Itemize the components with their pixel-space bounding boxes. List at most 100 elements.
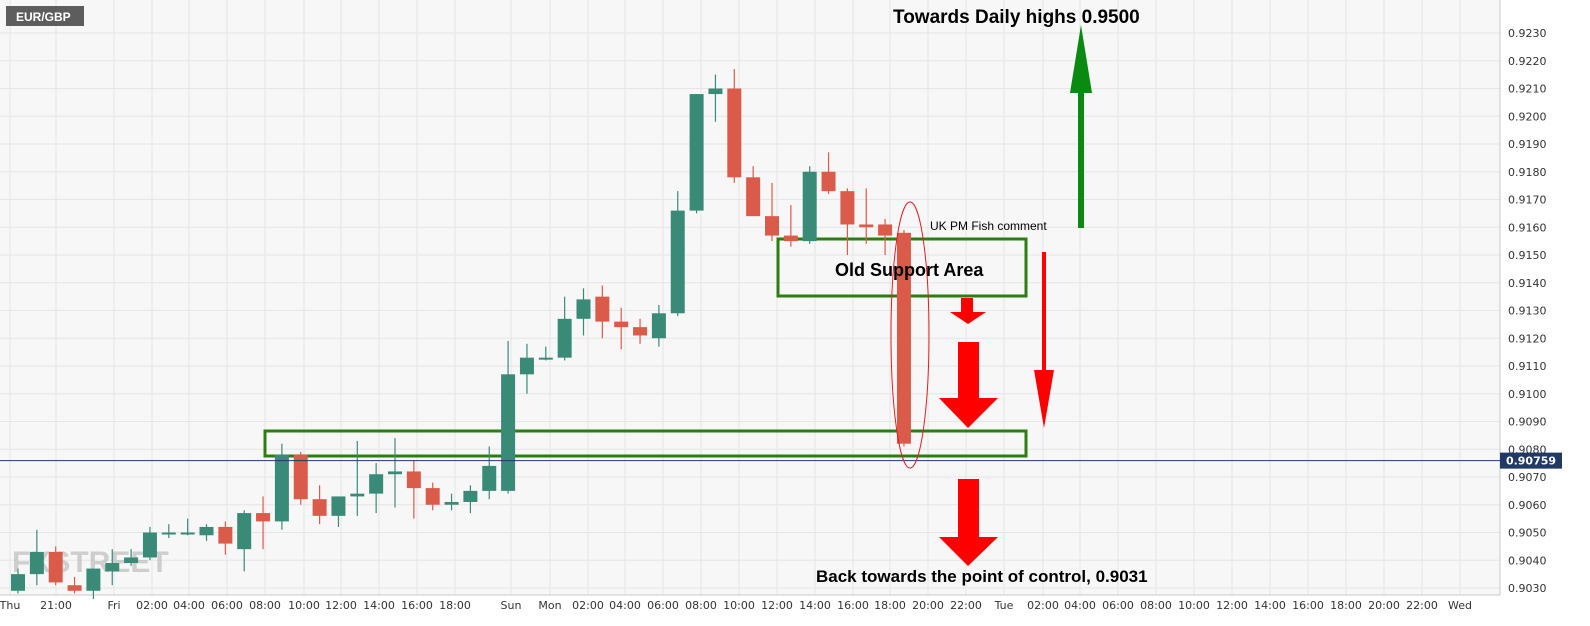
x-tick-label: 04:00 — [609, 599, 641, 612]
x-tick-label: 16:00 — [837, 599, 869, 612]
x-tick-label: 12:00 — [1216, 599, 1248, 612]
candle-body-down — [783, 235, 798, 242]
green-up-arrow — [1070, 25, 1092, 228]
candle-body-down — [293, 454, 308, 500]
candle-body-down — [840, 191, 855, 225]
y-tick-label: 0.9180 — [1508, 166, 1547, 179]
candle-body-up — [670, 210, 685, 314]
candle-body-down — [859, 224, 874, 228]
x-tick-label: Fri — [107, 599, 120, 612]
candle-body-up — [576, 299, 591, 319]
candle-body-up — [689, 94, 704, 211]
x-tick-label: 18:00 — [439, 599, 471, 612]
y-tick-label: 0.9110 — [1508, 360, 1547, 373]
candle-body-up — [519, 357, 534, 375]
candle-body-down — [406, 471, 421, 489]
x-tick-label: 16:00 — [401, 599, 433, 612]
candle-body-down — [595, 296, 610, 322]
candle-body-up — [29, 551, 44, 575]
candle-body-up — [274, 454, 289, 522]
x-tick-label: Tue — [994, 599, 1014, 612]
candle-body-down — [48, 551, 63, 583]
x-tick-label: 22:00 — [1406, 599, 1438, 612]
candle-body-down — [746, 177, 761, 217]
candle-body-up — [124, 557, 139, 564]
x-tick-label: Sun — [501, 599, 522, 612]
current-price-label: 0.90759 — [1506, 455, 1556, 468]
candle-body-down — [821, 171, 836, 192]
x-tick-label: Mon — [538, 599, 561, 612]
y-tick-label: 0.9130 — [1508, 305, 1547, 318]
y-axis-ticks: 0.9230 0.9220 0.9210 0.9200 0.9190 0.9180 0.91… — [1508, 27, 1547, 595]
x-tick-label: 08:00 — [249, 599, 281, 612]
x-tick-label: 04:00 — [173, 599, 205, 612]
x-tick-label: 14:00 — [1254, 599, 1286, 612]
candle-body-up — [388, 471, 402, 475]
candle-body-up — [651, 313, 666, 339]
x-tick-label: 20:00 — [912, 599, 944, 612]
plot-background — [0, 0, 1500, 595]
candle-body-down — [425, 488, 440, 505]
candle-body-down — [727, 88, 742, 178]
candle-body-up — [501, 374, 516, 491]
y-tick-label: 0.9190 — [1508, 138, 1547, 151]
candle-body-up — [237, 513, 252, 550]
candle-body-down — [218, 526, 233, 544]
candle-body-down — [765, 216, 779, 236]
x-tick-label: 10:00 — [1178, 599, 1210, 612]
x-tick-label: Thu — [0, 599, 20, 612]
y-tick-label: 0.9140 — [1508, 277, 1547, 290]
candle-body-up — [350, 493, 365, 497]
symbol-badge — [6, 6, 84, 26]
x-tick-label: 02:00 — [1027, 599, 1059, 612]
candle-body-down — [896, 232, 911, 444]
y-tick-label: 0.9220 — [1508, 55, 1547, 68]
candle-body-up — [142, 532, 157, 558]
candle-body-up — [11, 574, 25, 591]
candle-body-down — [878, 224, 893, 236]
symbol-label: EUR/GBP — [16, 10, 71, 24]
annotation-bottom: Back towards the point of control, 0.903… — [816, 567, 1148, 586]
x-tick-label: 10:00 — [288, 599, 320, 612]
x-axis-ticks: Thu 21:00 Fri 02:00 04:00 06:00 08:00 10:00 12:0… — [0, 599, 1472, 612]
x-tick-label: 12:00 — [325, 599, 357, 612]
candles — [11, 69, 911, 600]
x-tick-label: 14:00 — [363, 599, 395, 612]
x-tick-label: 02:00 — [572, 599, 604, 612]
x-tick-label: 12:00 — [761, 599, 793, 612]
large-down-arrow — [939, 479, 998, 566]
x-tick-label: 18:00 — [874, 599, 906, 612]
y-tick-label: 0.9030 — [1508, 582, 1547, 595]
y-tick-label: 0.9040 — [1508, 554, 1547, 567]
y-tick-label: 0.9070 — [1508, 471, 1547, 484]
x-tick-label: 02:00 — [136, 599, 168, 612]
x-tick-label: 06:00 — [647, 599, 679, 612]
candle-body-up — [444, 501, 459, 505]
y-tick-label: 0.9090 — [1508, 416, 1547, 429]
y-tick-label: 0.9060 — [1508, 499, 1547, 512]
x-tick-label: 08:00 — [685, 599, 717, 612]
x-tick-label: 20:00 — [1368, 599, 1400, 612]
x-tick-label: 18:00 — [1330, 599, 1362, 612]
thin-down-arrow — [1034, 252, 1054, 428]
x-tick-label: 10:00 — [723, 599, 755, 612]
candle-body-up — [708, 88, 723, 95]
y-tick-label: 0.9210 — [1508, 83, 1547, 96]
candle-body-down — [256, 513, 271, 522]
candle-body-up — [482, 465, 497, 491]
x-tick-label: 21:00 — [40, 599, 72, 612]
candle-body-up — [180, 532, 195, 535]
y-tick-label: 0.9230 — [1508, 27, 1547, 40]
candle-body-up — [538, 357, 553, 360]
lower-support-box — [263, 429, 1028, 458]
candle-body-up — [463, 490, 478, 502]
candle-body-up — [331, 496, 346, 516]
current-price-tag: 0.90759 — [1500, 452, 1562, 469]
x-tick-label: 16:00 — [1292, 599, 1324, 612]
candle-body-down — [312, 499, 327, 516]
price-tag-background — [1500, 452, 1562, 469]
x-tick-label: 06:00 — [211, 599, 243, 612]
candle-body-down — [633, 327, 648, 336]
y-tick-label: 0.9200 — [1508, 110, 1547, 123]
